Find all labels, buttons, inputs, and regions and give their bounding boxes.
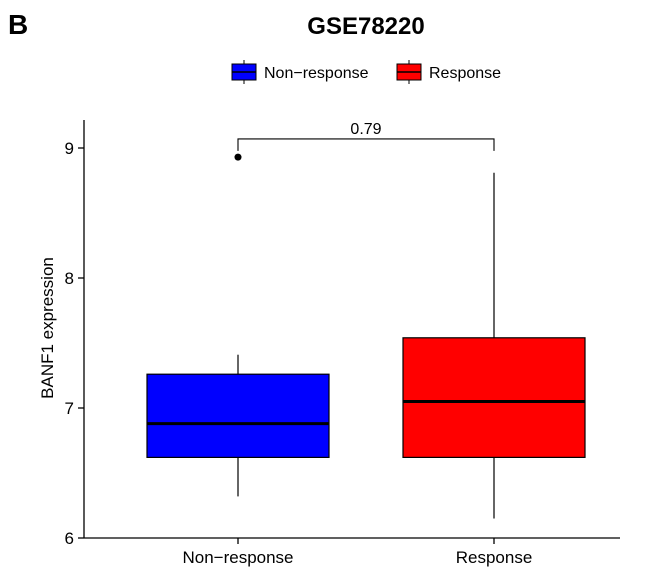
p-value-label: 0.79 <box>350 121 381 138</box>
y-tick-label-1: 7 <box>65 399 74 418</box>
y-axis: 6 7 8 9 <box>65 120 85 548</box>
x-tick-label-1: Response <box>456 548 533 567</box>
legend-label-0: Non−response <box>264 65 369 82</box>
box-0 <box>146 373 330 459</box>
legend-entry-1: Response <box>396 60 501 84</box>
legend-entry-0: Non−response <box>231 60 369 84</box>
significance-annotation: 0.79 <box>237 121 495 151</box>
x-axis: Non−response Response <box>84 537 620 567</box>
panel-label: B <box>8 9 28 40</box>
legend: Non−response Response <box>231 60 501 84</box>
legend-label-1: Response <box>429 65 501 82</box>
box-group-0 <box>146 153 330 497</box>
boxes <box>146 153 586 519</box>
chart-title: GSE78220 <box>307 13 424 40</box>
y-tick-label-2: 8 <box>65 269 74 288</box>
significance-bracket <box>237 138 495 151</box>
box-1 <box>402 337 586 458</box>
y-axis-label: BANF1 expression <box>38 257 57 399</box>
x-tick-label-0: Non−response <box>182 548 293 567</box>
y-tick-label-0: 6 <box>65 529 74 548</box>
box-group-1 <box>402 172 586 519</box>
y-tick-label-3: 9 <box>65 139 74 158</box>
outlier-point-0-0 <box>234 153 242 161</box>
